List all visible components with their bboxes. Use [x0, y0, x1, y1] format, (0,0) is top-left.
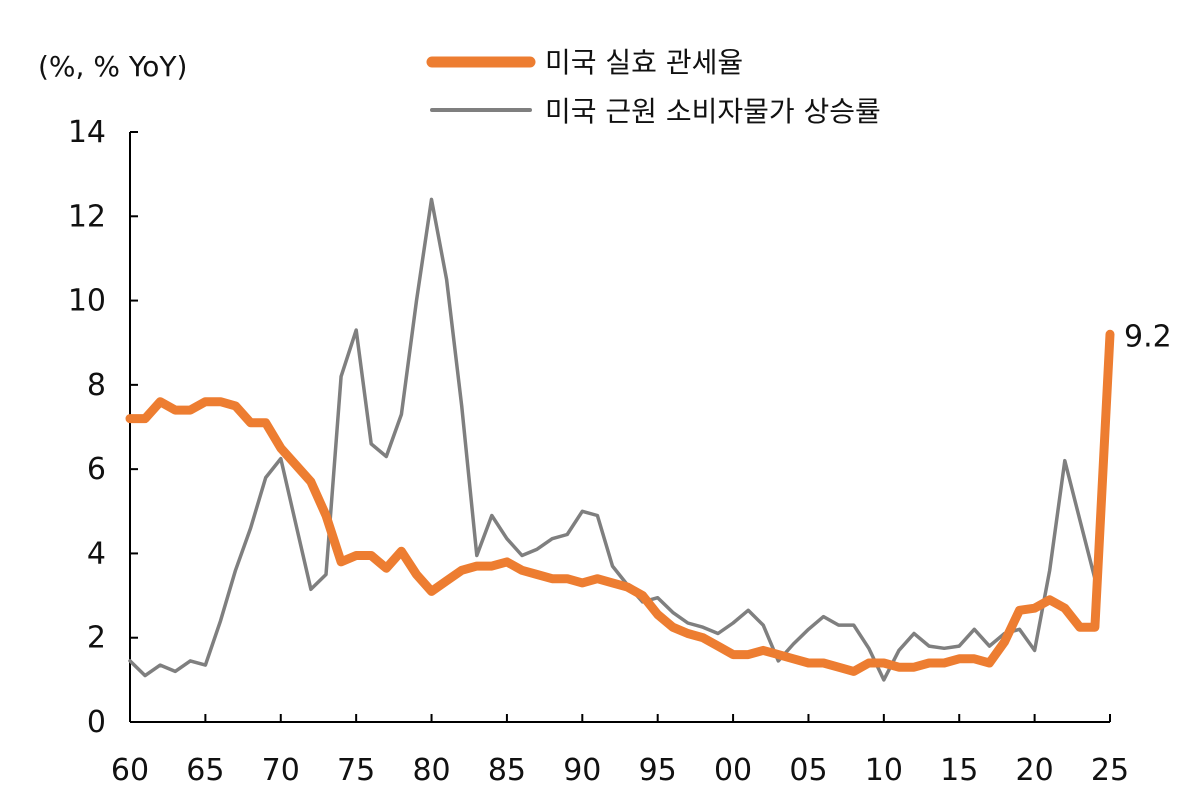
x-tick-label: 05: [789, 753, 827, 788]
y-tick-label: 6: [87, 452, 106, 487]
x-tick-label: 65: [186, 753, 224, 788]
x-tick-label: 70: [262, 753, 300, 788]
unit-label: (%, % YoY): [38, 50, 187, 83]
x-axis: 60 65 70 75 80 85 90 95 00 05 10 15 20 25: [111, 714, 1129, 788]
y-tick-label: 2: [87, 621, 106, 656]
series-line-tariff-rate: [125, 329, 1115, 676]
y-tick-label: 14: [68, 115, 106, 150]
legend-label-core-cpi: 미국 근원 소비자물가 상승률: [545, 95, 881, 128]
x-tick-label: 60: [111, 753, 149, 788]
x-tick-label: 90: [563, 753, 601, 788]
y-tick-label: 12: [68, 199, 106, 234]
y-tick-label: 8: [87, 368, 106, 403]
y-axis: 0 2 4 6 8 10 12 14: [68, 115, 138, 740]
x-tick-label: 15: [940, 753, 978, 788]
x-tick-label: 95: [639, 753, 677, 788]
x-tick-label: 20: [1016, 753, 1054, 788]
x-tick-label: 80: [412, 753, 450, 788]
x-tick-label: 75: [337, 753, 375, 788]
data-label-latest-tariff: 9.2: [1124, 319, 1172, 354]
x-tick-label: 00: [714, 753, 752, 788]
y-tick-label: 10: [68, 284, 106, 319]
legend-label-tariff-rate: 미국 실효 관세율: [545, 46, 743, 79]
x-tick-label: 10: [865, 753, 903, 788]
y-tick-label: 0: [87, 705, 106, 740]
x-tick-label: 25: [1091, 753, 1129, 788]
legend: 미국 실효 관세율 미국 근원 소비자물가 상승률: [426, 46, 881, 128]
annotation-layer: 9.2: [1124, 319, 1172, 354]
y-tick-label: 4: [87, 536, 106, 571]
series-layer: [125, 197, 1115, 682]
x-tick-label: 85: [488, 753, 526, 788]
series-line-core-cpi: [128, 197, 1097, 682]
